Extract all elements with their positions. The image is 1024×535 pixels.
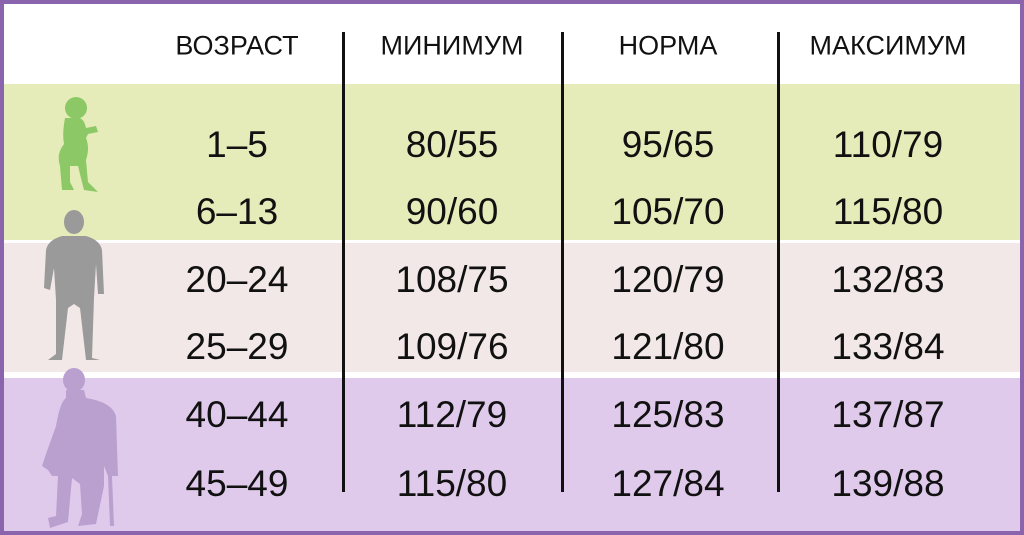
column-divider [561, 32, 564, 492]
age-cell: 20–24 [185, 259, 289, 300]
norm-cell: 105/70 [611, 191, 725, 232]
age-cell: 40–44 [185, 394, 289, 435]
senior-band [4, 378, 1020, 531]
min-cell: 90/60 [405, 191, 499, 232]
blood-pressure-table: ВОЗРАСТ МИНИМУМ НОРМА МАКСИМУМ 1–5 80/55… [4, 4, 1020, 531]
child-band [4, 84, 1020, 240]
min-cell: 108/75 [395, 259, 509, 300]
senior-man-icon [42, 368, 118, 528]
min-cell: 80/55 [405, 124, 499, 165]
header-age: ВОЗРАСТ [175, 30, 299, 61]
min-cell: 115/80 [396, 463, 508, 504]
adult-man-icon [44, 210, 104, 360]
max-cell: 137/87 [831, 394, 945, 435]
header-norm: НОРМА [618, 30, 718, 61]
norm-cell: 121/80 [611, 326, 725, 367]
adult-band [4, 243, 1020, 372]
norm-cell: 95/65 [621, 124, 715, 165]
header-min: МИНИМУМ [380, 30, 524, 61]
norm-cell: 120/79 [611, 259, 725, 300]
max-cell: 110/79 [832, 124, 944, 165]
column-divider [342, 32, 345, 492]
min-cell: 109/76 [395, 326, 509, 367]
column-divider [777, 32, 780, 492]
age-cell: 25–29 [185, 326, 289, 367]
min-cell: 112/79 [396, 394, 508, 435]
age-cell: 6–13 [195, 191, 279, 232]
norm-cell: 127/84 [611, 463, 725, 504]
age-cell: 1–5 [206, 124, 268, 165]
header-max: МАКСИМУМ [809, 30, 967, 61]
norm-cell: 125/83 [611, 394, 725, 435]
max-cell: 132/83 [831, 259, 945, 300]
child-icon [58, 97, 98, 192]
max-cell: 139/88 [831, 463, 945, 504]
max-cell: 115/80 [832, 191, 944, 232]
age-cell: 45–49 [185, 463, 289, 504]
max-cell: 133/84 [831, 326, 945, 367]
